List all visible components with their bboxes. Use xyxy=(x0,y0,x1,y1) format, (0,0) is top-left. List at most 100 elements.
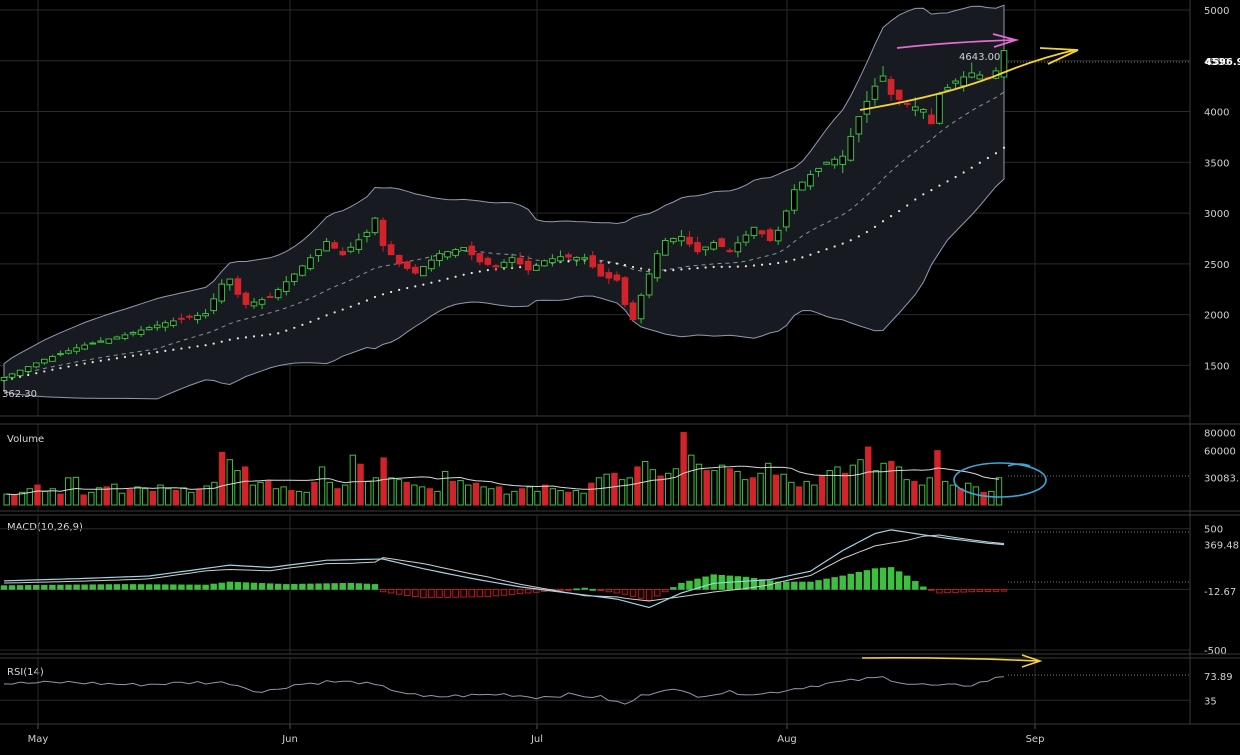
candle-body xyxy=(137,329,145,335)
volume-bar xyxy=(103,486,110,506)
macd-hist-bar xyxy=(170,584,177,590)
sar-dot xyxy=(978,161,981,164)
magenta-arrow xyxy=(896,39,1015,49)
sar-dot xyxy=(986,156,989,160)
macd-hist-bar xyxy=(266,583,274,590)
volume-bar xyxy=(441,470,449,506)
candle-body xyxy=(379,219,387,247)
sar-dot xyxy=(83,362,86,365)
macd-hist-bar xyxy=(847,573,854,590)
sar-dot xyxy=(75,363,78,367)
volume-bar xyxy=(111,483,118,506)
candle-body xyxy=(524,260,532,271)
macd-hist-bar xyxy=(452,588,459,598)
rsi-yellow-arrowhead xyxy=(1021,654,1043,668)
volume-bar xyxy=(488,488,495,506)
candle-body xyxy=(944,87,951,91)
candle-body xyxy=(549,258,556,264)
sar-dot xyxy=(373,295,377,299)
sar-dot xyxy=(898,209,901,213)
candle-body xyxy=(492,265,500,268)
sar-dot xyxy=(914,198,917,201)
candle-body xyxy=(49,355,56,362)
macd-hist-bar xyxy=(992,588,1000,592)
macd-hist-bar xyxy=(250,582,258,590)
candle-body xyxy=(161,322,169,328)
candle-body xyxy=(823,161,830,165)
macd-hist-bar xyxy=(476,588,484,598)
macd-hist-bar xyxy=(420,588,427,599)
macd-hist-bar xyxy=(678,582,685,590)
rsi-line xyxy=(3,676,1005,705)
volume-bar xyxy=(18,491,26,506)
sar-dot xyxy=(688,267,691,270)
macd-hist-bar xyxy=(1000,588,1008,592)
volume-bar xyxy=(372,477,380,506)
volume-bar xyxy=(588,482,595,506)
macd-hist-bar xyxy=(783,581,790,590)
candle-body xyxy=(621,277,629,305)
volume-bar xyxy=(534,490,541,506)
candle-body xyxy=(742,234,750,243)
volume-bar xyxy=(157,484,164,506)
sar-dot xyxy=(567,260,570,263)
rsi-pane: RSI(14) 73.89 35 xyxy=(0,658,1233,724)
candle-body xyxy=(920,109,927,113)
volume-bar xyxy=(741,479,749,506)
sar-dot xyxy=(1002,146,1006,149)
volume-bar xyxy=(457,480,464,506)
volume-bar xyxy=(134,486,141,506)
macd-hist-bar xyxy=(49,584,56,590)
candle-body xyxy=(476,253,484,263)
sar-dot xyxy=(954,175,957,179)
sar-dot xyxy=(777,261,780,265)
volume-bar xyxy=(718,464,726,506)
sar-dot xyxy=(615,262,619,265)
sar-dot xyxy=(486,268,489,272)
rsi-tick-label: 35 xyxy=(1204,696,1217,707)
sar-dot xyxy=(260,334,264,337)
volume-bar xyxy=(295,490,303,506)
candle-body xyxy=(460,247,467,251)
volume-bar xyxy=(211,481,218,506)
macd-line xyxy=(3,529,1005,609)
macd-hist-bar xyxy=(129,584,137,590)
sar-dot xyxy=(325,314,328,317)
volume-title: Volume xyxy=(7,434,44,445)
candle-body xyxy=(871,85,879,100)
candle-body xyxy=(145,327,153,331)
macd-hist-bar xyxy=(694,578,701,590)
sar-dot xyxy=(994,152,998,155)
time-axis: May Jun Jul Aug Sep xyxy=(28,724,1044,745)
sar-dot xyxy=(293,326,296,329)
candle-body xyxy=(105,338,113,344)
volume-bar xyxy=(95,487,103,506)
candle-body xyxy=(266,296,274,299)
volume-bar xyxy=(380,457,387,506)
sar-dot xyxy=(825,248,828,251)
volume-pane: Volume 80000 60000 30083. xyxy=(3,424,1239,511)
candle-body xyxy=(274,289,282,299)
volume-bar xyxy=(172,490,180,506)
candle-body xyxy=(250,301,258,307)
candle-body xyxy=(339,250,347,256)
macd-hist-bar xyxy=(8,585,16,590)
volume-circle xyxy=(953,462,1047,498)
candle-body xyxy=(508,257,516,263)
volume-bar xyxy=(918,484,926,506)
macd-hist-bar xyxy=(791,581,798,590)
macd-hist-bar xyxy=(750,578,758,590)
volume-bar xyxy=(326,481,333,506)
volume-bar xyxy=(672,468,680,506)
price-axis: 1500 2000 2500 3000 3500 4000 4500 5000 xyxy=(1204,6,1229,372)
macd-hist-bar xyxy=(323,583,330,590)
sar-dot xyxy=(196,345,199,348)
macd-hist-bar xyxy=(573,588,580,591)
volume-bar xyxy=(503,493,510,506)
sar-dot xyxy=(922,193,925,196)
volume-average-line xyxy=(6,465,1000,496)
candle-body xyxy=(355,239,363,250)
macd-hist-bar xyxy=(960,588,967,593)
volume-axis: 80000 60000 30083. xyxy=(1204,429,1239,485)
macd-hist-bar xyxy=(412,588,419,598)
